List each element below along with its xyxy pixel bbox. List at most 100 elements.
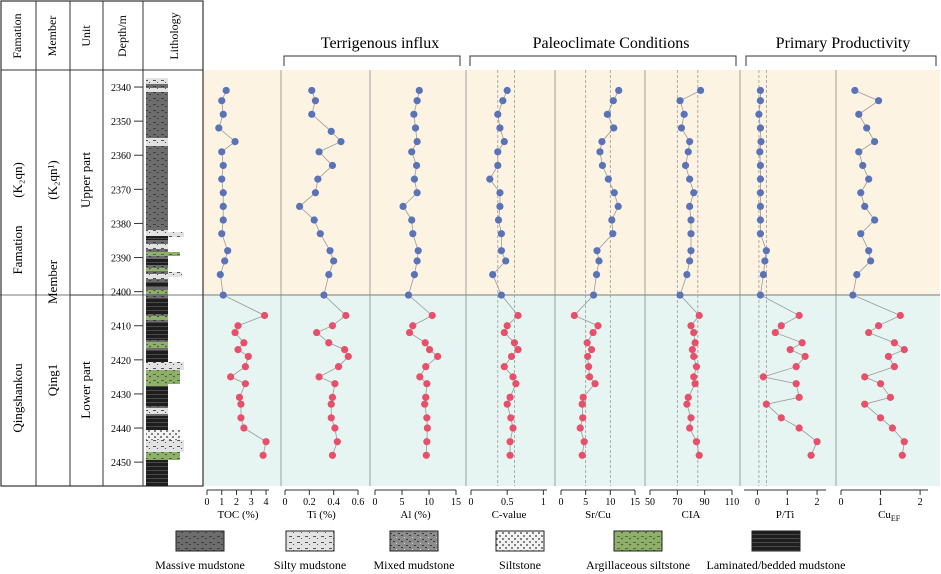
lower-part-point: [690, 328, 698, 337]
upper-part-point: [409, 230, 417, 238]
depth-tick-label: 2450: [111, 458, 131, 469]
lower-part-point: [509, 424, 517, 432]
upper-part-point: [413, 257, 421, 265]
lower-part-point: [421, 400, 429, 408]
member-word: Member: [45, 259, 60, 304]
lower-part-point: [500, 363, 508, 371]
upper-part-point: [337, 138, 345, 146]
lower-part-point: [428, 311, 436, 320]
lower-part-point: [576, 424, 584, 432]
upper-part-point: [494, 161, 502, 170]
x-tick-label: 5: [400, 497, 405, 508]
lower-part-point: [315, 373, 323, 381]
lower-part-point: [422, 451, 430, 459]
upper-part-point: [593, 247, 601, 255]
group-bracket-terrigenous: [283, 55, 461, 66]
lower-part-point: [683, 400, 691, 408]
lower-part-point: [876, 414, 885, 422]
upper-part-point: [684, 148, 692, 156]
upper-part-point: [494, 110, 502, 118]
depth-tick-label: 2340: [111, 83, 131, 94]
lower-part-point: [342, 311, 350, 320]
lower-part-point: [795, 424, 803, 432]
upper-part-point: [861, 202, 869, 210]
lower-part-point: [692, 363, 701, 371]
upper-part-point: [853, 270, 861, 279]
upper-part-point: [218, 230, 226, 238]
upper-part-point: [404, 291, 413, 299]
upper-part-point: [215, 124, 223, 132]
lower-part-point: [690, 373, 698, 381]
upper-part-point: [328, 161, 337, 170]
lower-part-point: [861, 400, 869, 408]
lower-part-point: [690, 352, 698, 361]
lithology-column: [146, 78, 184, 486]
lower-part-point: [231, 328, 239, 337]
legend-label-massive: Massive mudstone: [155, 558, 245, 572]
lower-part-point: [759, 373, 767, 381]
depth-tick-label: 2370: [111, 185, 131, 196]
legend-swatch-silty: [285, 530, 335, 552]
upper-part-point: [677, 124, 686, 132]
lower-part-point: [578, 400, 586, 408]
lower-part-band: [203, 295, 940, 486]
upper-part-point: [756, 148, 764, 156]
formation-name: Qingshankou: [10, 363, 25, 433]
header-lithology: Lithology: [167, 12, 181, 59]
lower-part-point: [888, 424, 897, 432]
panel-ti: 0 0.2 0.4 0.6 Ti (%): [280, 70, 364, 521]
x-tick-label: 0: [205, 497, 210, 508]
lower-part-point: [260, 311, 269, 320]
lower-part-point: [422, 393, 430, 401]
lower-part-point: [422, 363, 430, 371]
upper-part-point: [687, 216, 695, 224]
x-tick-label: 0.5: [501, 497, 514, 508]
panel-cuef: 0 1 2 Cu EF: [835, 70, 928, 523]
lower-part-point: [578, 451, 586, 459]
legend-label-mixed: Mixed mudstone: [374, 558, 455, 572]
lower-part-point: [579, 414, 587, 422]
legend-swatch-mixed: [389, 530, 439, 552]
upper-part-point: [687, 230, 695, 238]
upper-part-point: [687, 247, 695, 255]
lower-part-point: [241, 380, 249, 388]
x-tick-label: 10: [424, 497, 434, 508]
x-tick-label: 1: [878, 497, 883, 508]
lower-part-point: [886, 393, 895, 401]
upper-part-point: [857, 230, 865, 238]
x-axis-label-subscript: EF: [891, 514, 901, 523]
upper-part-band: [203, 70, 940, 295]
lower-part-point: [792, 363, 800, 371]
upper-part-point: [681, 161, 690, 170]
x-axis-label: C-value: [492, 509, 527, 521]
upper-part-point: [614, 202, 622, 210]
upper-part-point: [609, 97, 617, 105]
upper-part-point: [598, 138, 606, 146]
upper-part-point: [414, 247, 422, 255]
lower-part-point: [898, 451, 906, 459]
lower-part-point: [405, 328, 414, 337]
upper-part-point: [596, 148, 604, 156]
x-axis-label: CIA: [682, 509, 701, 521]
upper-part-point: [683, 270, 691, 279]
depth-tick-label: 2350: [111, 117, 131, 128]
upper-part-point: [496, 189, 504, 197]
lower-part-point: [687, 322, 695, 330]
upper-part-point: [865, 175, 873, 183]
x-tick-label: 50: [645, 497, 655, 508]
x-tick-label: 1: [785, 497, 790, 508]
lower-part-point: [786, 346, 794, 354]
upper-part-point: [849, 291, 857, 299]
x-axis-label: Cu: [878, 509, 891, 521]
lower-part-point: [688, 346, 696, 354]
upper-part-point: [314, 175, 322, 183]
upper-part-point: [413, 138, 421, 146]
lower-part-point: [762, 400, 770, 408]
x-axis-label: TOC (%): [217, 509, 258, 521]
upper-part-point: [755, 110, 763, 118]
lower-part-point: [327, 414, 335, 422]
upper-part-point: [224, 247, 232, 255]
lower-part-point: [234, 322, 242, 330]
lower-part-point: [691, 339, 699, 347]
upper-part-point: [222, 86, 230, 95]
